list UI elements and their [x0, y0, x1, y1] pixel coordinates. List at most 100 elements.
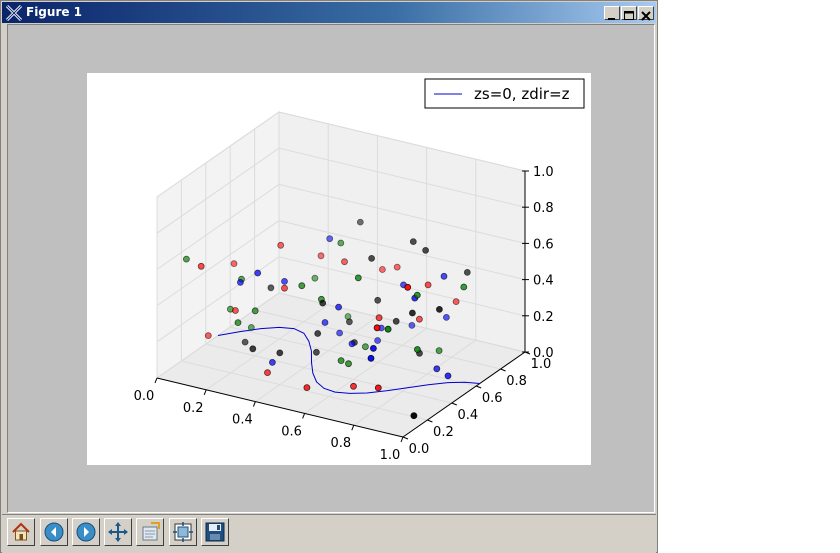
navigation-toolbar: [2, 514, 656, 553]
y-tick: [402, 436, 409, 440]
scatter-point-b: [326, 235, 334, 243]
scatter-point-g: [435, 347, 443, 355]
x-tick-label: 0.2: [183, 401, 204, 416]
scatter-point-b: [408, 321, 416, 329]
x-tick-label: 0.0: [134, 389, 155, 404]
back-arrow-icon: [44, 522, 64, 542]
scatter-point-b: [433, 365, 441, 373]
x-tick-label: 0.4: [232, 413, 253, 428]
move-icon: [108, 522, 128, 542]
scatter-point-k: [392, 317, 400, 325]
scatter-point-k: [276, 349, 284, 357]
x-tick: [302, 413, 306, 419]
title-bar[interactable]: Figure 1: [2, 2, 656, 23]
scatter-point-r: [378, 266, 386, 273]
grid-line-y: [229, 146, 477, 387]
scatter-point-k: [249, 345, 257, 353]
scatter-point-r: [424, 281, 432, 289]
scatter-point-k: [374, 296, 382, 304]
x11-app-icon: [5, 4, 23, 22]
scatter-point-g: [345, 360, 352, 368]
subplots-button[interactable]: [169, 518, 197, 546]
y-tick-label: 0.4: [457, 408, 478, 423]
x-tick: [351, 425, 355, 431]
zoom-rect-icon: [142, 522, 160, 541]
x-tick-label: 0.8: [330, 436, 351, 451]
zoom-button[interactable]: [136, 518, 164, 546]
scatter-point-g: [298, 282, 306, 290]
scatter-point-k: [368, 254, 376, 262]
scatter-point-r: [350, 382, 357, 390]
scatter-point-b: [335, 303, 343, 311]
scatter-point-r: [415, 315, 423, 323]
scatter-point-k: [314, 330, 322, 337]
scatter-point-k: [241, 338, 249, 346]
scatter-point-r: [341, 258, 348, 266]
x-tick: [252, 401, 256, 407]
scatter-point-b: [348, 340, 356, 348]
tick-labels: 0.00.20.40.60.81.0 0.00.20.40.60.81.00.00…: [134, 165, 554, 463]
canvas-area: 0.0 0.2 0.4 0.6 0.8 1.0 0.0 0.2 0.4 0.6 0.8 1.0 0.0 0…: [7, 24, 655, 513]
scatter-point-g: [337, 239, 345, 247]
scatter-point-k: [408, 309, 416, 317]
scatter-point-g: [251, 307, 259, 315]
scatter-point-b: [367, 354, 375, 362]
scatter-point-r: [231, 307, 239, 314]
z-tick-label: 1.0: [533, 165, 554, 180]
scatter-points: [183, 218, 471, 420]
scatter-point-r: [404, 283, 412, 291]
scatter-point-r: [230, 260, 238, 268]
scatter-point-b: [374, 337, 382, 344]
z-tick-label: 0.6: [533, 237, 554, 252]
y-tick: [451, 402, 457, 406]
home-button[interactable]: [7, 518, 35, 546]
maximize-icon: [624, 11, 634, 20]
grid-line-y: [180, 180, 428, 421]
y-tick: [427, 419, 433, 423]
scatter-point-g: [234, 319, 242, 327]
scatter-point-k: [409, 238, 417, 246]
forward-arrow-icon: [76, 522, 96, 542]
line-series: [217, 326, 480, 394]
x-tick: [400, 436, 404, 443]
scatter-point-b: [268, 358, 276, 366]
scatter-point-k: [267, 284, 275, 292]
maximize-button[interactable]: [621, 6, 637, 20]
scatter-point-b: [442, 313, 450, 321]
y-tick-label: 0.6: [482, 391, 503, 406]
close-icon: [641, 11, 651, 21]
scatter-point-k: [345, 318, 353, 326]
scatter-point-k: [356, 218, 364, 226]
scatter-point-b: [321, 319, 329, 326]
scatter-point-g: [413, 291, 421, 299]
scatter-point-k: [312, 348, 320, 356]
forward-button[interactable]: [72, 518, 100, 546]
axis-lines: [154, 170, 531, 443]
scatter-point-r: [317, 252, 325, 260]
scatter-point-b: [336, 329, 344, 337]
z-tick-label: 0.0: [533, 346, 554, 361]
scatter-point-b: [281, 277, 288, 285]
scatter-point-r: [375, 314, 383, 322]
x-tick-label: 1.0: [380, 448, 401, 463]
close-button[interactable]: [638, 6, 654, 21]
scatter-point-r: [204, 332, 212, 340]
y-tick: [476, 385, 482, 389]
chart-figure[interactable]: 0.00.20.40.60.81.0 0.00.20.40.60.81.00.00…: [87, 73, 591, 465]
scatter-point-b: [236, 278, 244, 286]
minimize-button[interactable]: [604, 6, 620, 20]
line-series-path: [217, 326, 480, 394]
scatter-point-r: [374, 384, 382, 392]
scatter-point-g: [460, 283, 468, 291]
save-button[interactable]: [201, 518, 229, 546]
pan-button[interactable]: [104, 518, 132, 546]
subplots-icon: [173, 522, 193, 542]
grid-line-z: [156, 111, 526, 198]
scatter-point-b: [369, 344, 377, 352]
scatter-point-b: [254, 269, 262, 277]
back-button[interactable]: [40, 518, 68, 546]
x-tick: [154, 377, 158, 384]
home-icon: [12, 522, 30, 541]
z-tick-label: 0.8: [533, 201, 554, 216]
scatter-point-b: [440, 272, 448, 280]
